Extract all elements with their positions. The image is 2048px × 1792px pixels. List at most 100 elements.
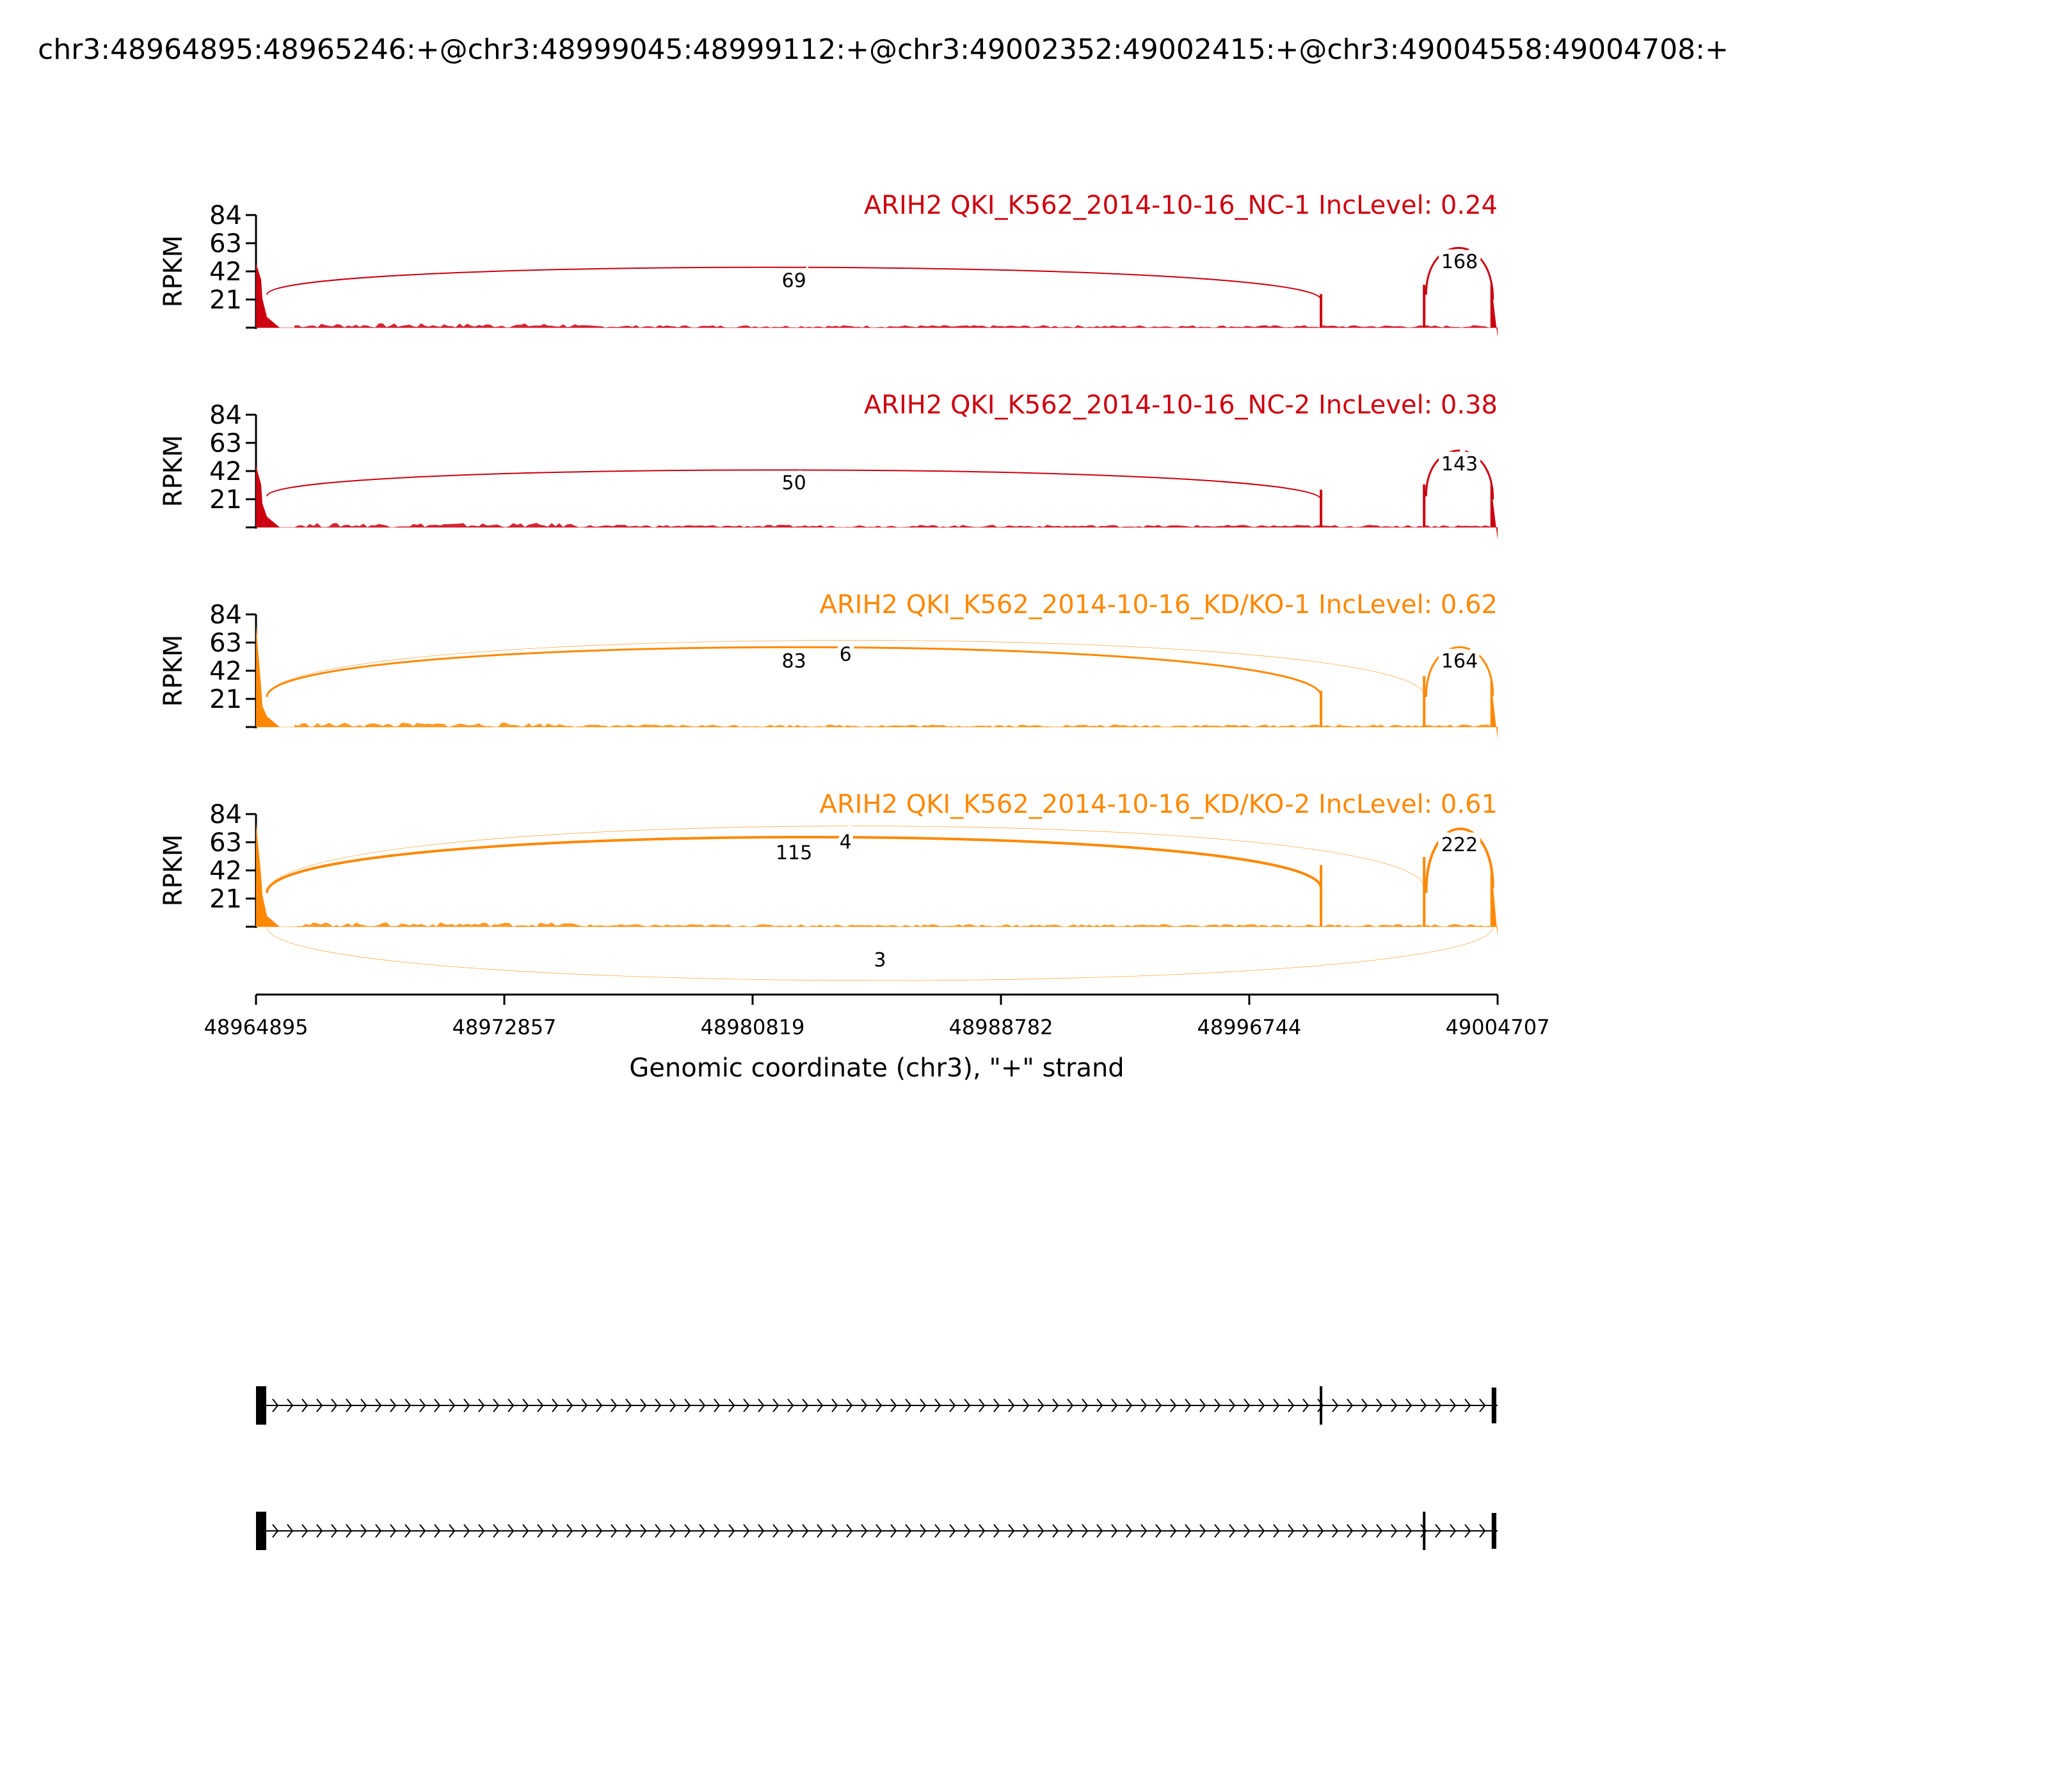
strand-arrow [1450, 1398, 1457, 1412]
strand-arrow [1420, 1524, 1427, 1538]
strand-arrow [979, 1398, 986, 1412]
strand-arrow [1008, 1398, 1015, 1412]
y-tick-label: 84 [209, 800, 242, 829]
strand-arrow [861, 1398, 868, 1412]
strand-arrow [1332, 1398, 1339, 1412]
x-tick-label: 49004707 [1446, 1015, 1550, 1039]
strand-arrow [787, 1398, 794, 1412]
strand-arrow [508, 1524, 515, 1538]
strand-arrow [301, 1524, 308, 1538]
strand-arrow [331, 1398, 338, 1412]
strand-arrow [728, 1398, 735, 1412]
strand-arrow [1302, 1398, 1309, 1412]
y-tick-label: 63 [209, 828, 242, 858]
junction-arc [266, 646, 1322, 698]
coverage-exon-2 [1320, 294, 1323, 328]
strand-arrow [537, 1398, 544, 1412]
strand-arrow [390, 1398, 397, 1412]
strand-arrow [478, 1398, 485, 1412]
strand-arrow [1317, 1398, 1324, 1412]
strand-arrow [287, 1398, 294, 1412]
strand-arrow [1214, 1398, 1221, 1412]
y-tick-label: 63 [209, 628, 242, 658]
isoform-exon [1491, 1513, 1496, 1549]
junction-label: 168 [1441, 251, 1478, 273]
strand-arrow [1082, 1398, 1089, 1412]
strand-arrow [375, 1398, 382, 1412]
strand-arrow [331, 1524, 338, 1538]
junction-label: 222 [1441, 834, 1478, 856]
strand-arrow [1347, 1524, 1354, 1538]
strand-arrow [625, 1398, 632, 1412]
isoform-exon [1491, 1388, 1496, 1423]
strand-arrow [1067, 1398, 1074, 1412]
strand-arrow [905, 1398, 912, 1412]
strand-arrow [993, 1524, 1000, 1538]
strand-arrow [1199, 1398, 1206, 1412]
strand-arrow [1420, 1398, 1427, 1412]
strand-arrow [508, 1398, 515, 1412]
strand-arrow [1155, 1524, 1162, 1538]
strand-arrow [934, 1398, 941, 1412]
junction-arc [1425, 828, 1494, 893]
strand-arrow [449, 1524, 456, 1538]
strand-arrow [360, 1524, 367, 1538]
strand-arrow [669, 1398, 676, 1412]
strand-arrow [964, 1524, 971, 1538]
coverage-exon-3 [1423, 284, 1426, 328]
strand-arrow [1302, 1524, 1309, 1538]
strand-arrow [993, 1398, 1000, 1412]
strand-arrow [728, 1524, 735, 1538]
strand-arrow [802, 1524, 809, 1538]
strand-arrow [1199, 1524, 1206, 1538]
strand-arrow [346, 1524, 353, 1538]
strand-arrow [1229, 1398, 1236, 1412]
strand-arrow [876, 1524, 883, 1538]
strand-arrow [272, 1524, 279, 1538]
strand-arrow [360, 1398, 367, 1412]
panel-title: ARIH2 QKI_K562_2014-10-16_KD/KO-2 IncLev… [820, 790, 1498, 819]
coverage-exon-4 [1490, 480, 1498, 540]
strand-arrow [493, 1398, 500, 1412]
junction-label: 6 [840, 644, 852, 666]
junction-label: 143 [1441, 453, 1478, 476]
isoform-track [256, 1512, 1498, 1550]
strand-arrow [669, 1524, 676, 1538]
coverage-exon-3 [1423, 484, 1426, 527]
coverage-exon-4 [1490, 676, 1498, 740]
strand-arrow [404, 1524, 412, 1538]
coverage-intron-noise [294, 922, 1491, 927]
strand-arrow [375, 1524, 382, 1538]
junction-label: 3 [874, 949, 886, 972]
strand-arrow [802, 1398, 809, 1412]
junction-label: 83 [782, 650, 806, 673]
isoform-exon [1423, 1512, 1426, 1550]
strand-arrow [1288, 1398, 1295, 1412]
coverage-exon-2 [1320, 691, 1323, 727]
strand-arrow [434, 1398, 441, 1412]
junction-arc [266, 836, 1323, 893]
strand-arrow [1185, 1524, 1192, 1538]
junction-arc [266, 926, 1494, 981]
strand-arrow [817, 1398, 824, 1412]
strand-arrow [949, 1524, 956, 1538]
strand-arrow [1023, 1398, 1030, 1412]
strand-arrow [301, 1398, 308, 1412]
strand-arrow [964, 1398, 971, 1412]
strand-arrow [1391, 1524, 1398, 1538]
strand-arrow [522, 1524, 529, 1538]
strand-arrow [920, 1524, 927, 1538]
strand-arrow [404, 1398, 412, 1412]
y-axis-label: RPKM [159, 635, 188, 707]
junction-label: 4 [840, 831, 852, 854]
strand-arrow [1052, 1398, 1059, 1412]
y-tick-label: 21 [209, 884, 242, 914]
strand-arrow [699, 1524, 706, 1538]
strand-arrow [272, 1398, 279, 1412]
x-axis: 48964895 48972857 48980819 48988782 48996744… [204, 993, 1550, 1039]
strand-arrow [581, 1524, 588, 1538]
y-tick-label: 21 [209, 285, 242, 315]
y-tick-label: 42 [209, 856, 242, 886]
